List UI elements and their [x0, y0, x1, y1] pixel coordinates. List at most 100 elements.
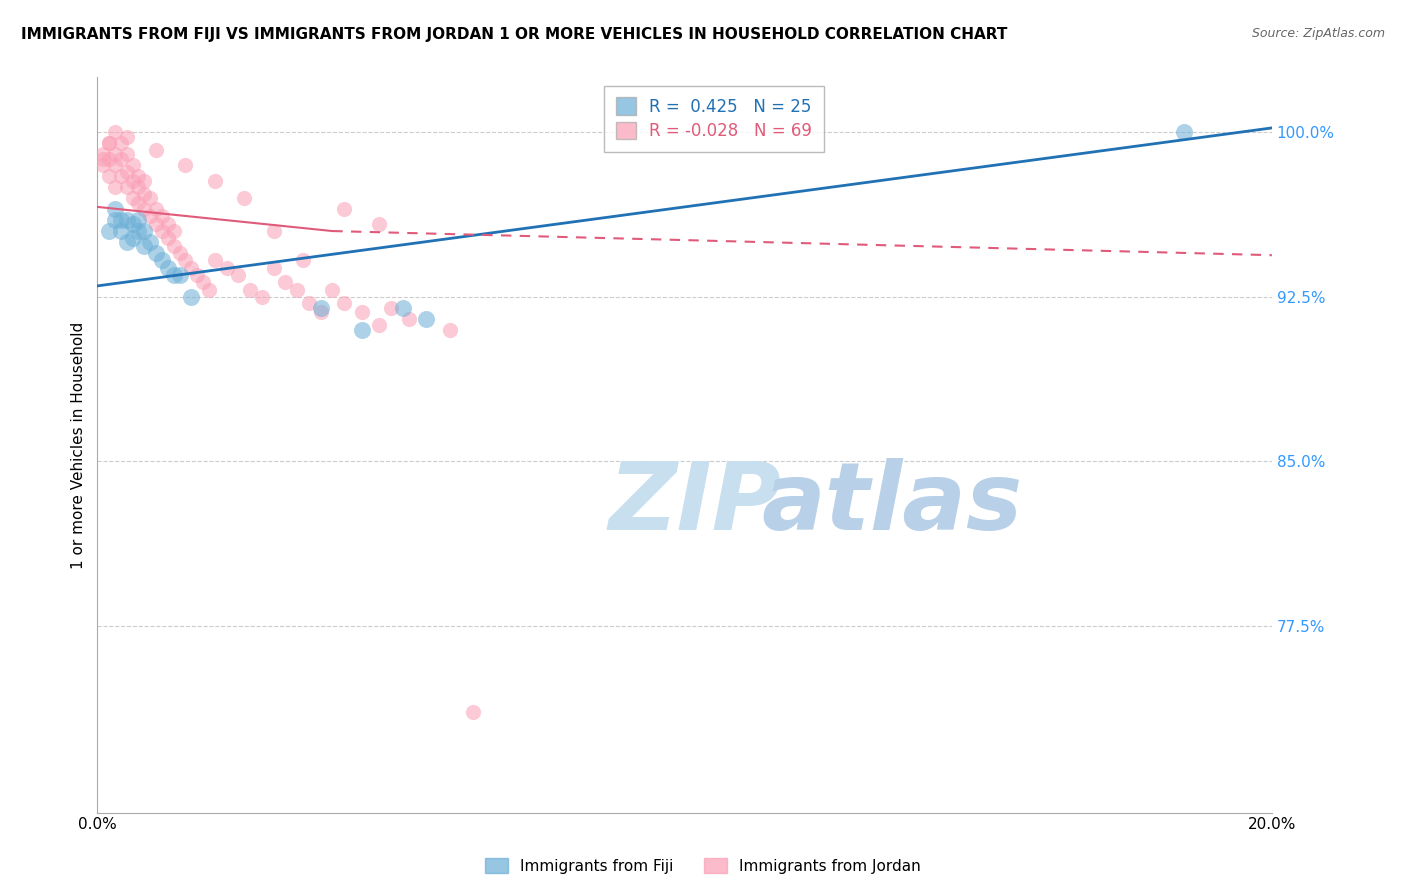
Point — [127, 195, 149, 210]
Point — [127, 169, 149, 184]
Point — [250, 290, 273, 304]
Point — [150, 224, 173, 238]
Point — [239, 283, 262, 297]
Point — [121, 230, 143, 244]
Point — [91, 147, 114, 161]
Point — [104, 147, 127, 161]
Point — [145, 218, 167, 232]
Point — [191, 275, 214, 289]
Point — [134, 202, 156, 216]
Point — [104, 158, 127, 172]
Point — [110, 213, 132, 227]
Point — [204, 173, 226, 187]
Point — [139, 235, 162, 249]
Point — [263, 224, 285, 238]
Y-axis label: 1 or more Vehicles in Household: 1 or more Vehicles in Household — [72, 321, 86, 568]
Point — [115, 180, 138, 194]
Point — [134, 186, 156, 201]
Point — [145, 246, 167, 260]
Point — [115, 165, 138, 179]
Point — [186, 268, 208, 282]
Point — [380, 301, 402, 315]
Point — [309, 301, 332, 315]
Point — [368, 218, 391, 232]
Point — [104, 125, 127, 139]
Point — [110, 152, 132, 166]
Point — [333, 296, 356, 310]
Point — [110, 224, 132, 238]
Point — [180, 261, 202, 276]
Point — [169, 268, 191, 282]
Point — [110, 136, 132, 151]
Point — [263, 261, 285, 276]
Point — [391, 301, 413, 315]
Point — [127, 224, 149, 238]
Point — [368, 318, 391, 333]
Point — [115, 213, 138, 227]
Point — [309, 305, 332, 319]
Point — [98, 136, 121, 151]
Point — [139, 191, 162, 205]
Point — [350, 323, 373, 337]
Point — [333, 202, 356, 216]
Point — [163, 239, 186, 253]
Text: atlas: atlas — [761, 458, 1022, 549]
Point — [463, 705, 485, 719]
Point — [226, 268, 249, 282]
Point — [121, 191, 143, 205]
Point — [134, 173, 156, 187]
Point — [198, 283, 221, 297]
Point — [98, 136, 121, 151]
Point — [233, 191, 256, 205]
Point — [350, 305, 373, 319]
Point — [145, 143, 167, 157]
Point — [127, 180, 149, 194]
Point — [285, 283, 308, 297]
Text: IMMIGRANTS FROM FIJI VS IMMIGRANTS FROM JORDAN 1 OR MORE VEHICLES IN HOUSEHOLD C: IMMIGRANTS FROM FIJI VS IMMIGRANTS FROM … — [21, 27, 1008, 42]
Point — [163, 268, 186, 282]
Point — [163, 224, 186, 238]
Point — [104, 213, 127, 227]
Legend: R =  0.425   N = 25, R = -0.028   N = 69: R = 0.425 N = 25, R = -0.028 N = 69 — [605, 86, 824, 153]
Legend: Immigrants from Fiji, Immigrants from Jordan: Immigrants from Fiji, Immigrants from Jo… — [479, 852, 927, 880]
Point — [156, 218, 179, 232]
Point — [91, 158, 114, 172]
Point — [150, 252, 173, 267]
Text: ZIP: ZIP — [609, 458, 782, 549]
Point — [174, 252, 197, 267]
Point — [398, 311, 420, 326]
Point — [180, 290, 202, 304]
Point — [98, 224, 121, 238]
Point — [127, 213, 149, 227]
Point — [156, 230, 179, 244]
Point — [169, 246, 191, 260]
Point — [104, 180, 127, 194]
Point — [98, 152, 121, 166]
Point — [439, 323, 461, 337]
Point — [104, 202, 127, 216]
Point — [298, 296, 321, 310]
Point — [121, 158, 143, 172]
Point — [150, 209, 173, 223]
Point — [145, 202, 167, 216]
Point — [415, 311, 437, 326]
Point — [115, 147, 138, 161]
Text: Source: ZipAtlas.com: Source: ZipAtlas.com — [1251, 27, 1385, 40]
Point — [1173, 125, 1195, 139]
Point — [321, 283, 343, 297]
Point — [134, 239, 156, 253]
Point — [291, 252, 314, 267]
Point — [110, 169, 132, 184]
Point — [204, 252, 226, 267]
Point — [91, 152, 114, 166]
Point — [215, 261, 238, 276]
Point — [134, 224, 156, 238]
Point — [174, 158, 197, 172]
Point — [121, 218, 143, 232]
Point — [121, 173, 143, 187]
Point — [98, 169, 121, 184]
Point — [139, 209, 162, 223]
Point — [274, 275, 297, 289]
Point — [115, 129, 138, 144]
Point — [115, 235, 138, 249]
